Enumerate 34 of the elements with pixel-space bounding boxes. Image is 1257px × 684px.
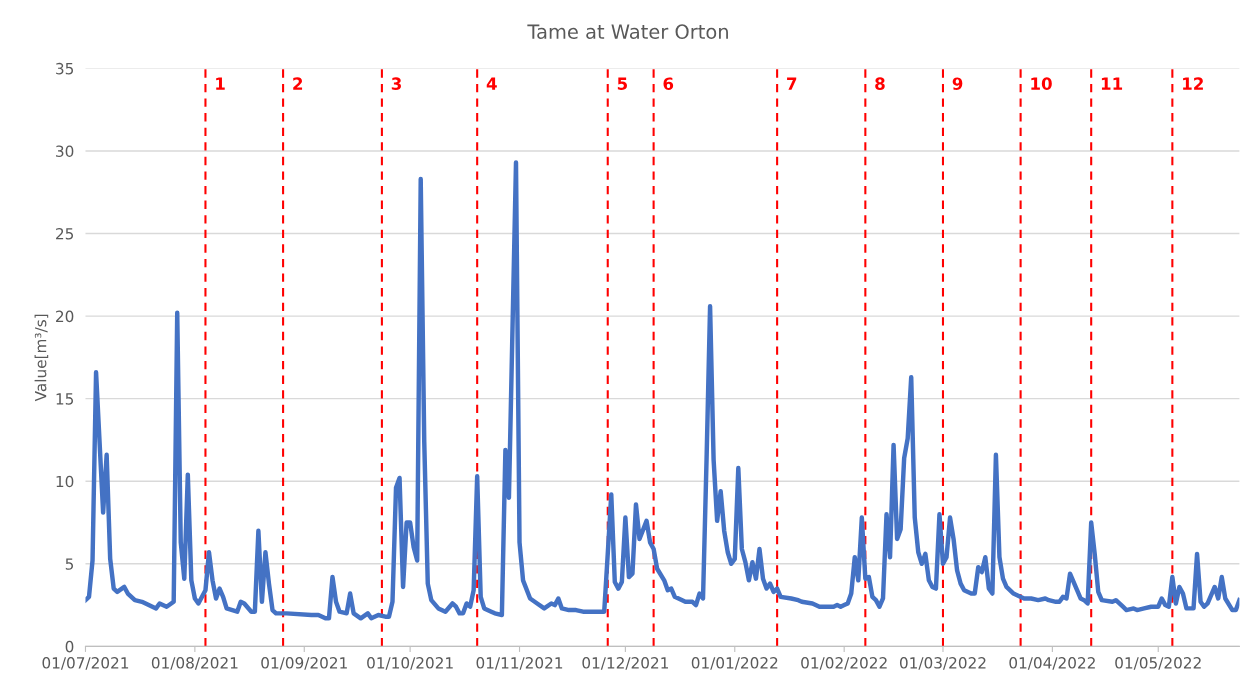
ref-line-label: 5 <box>617 77 627 90</box>
x-tick-label: 01/04/2022 <box>1009 657 1095 670</box>
ref-line-label: 12 <box>1183 77 1203 90</box>
x-tick-label: 01/05/2022 <box>1115 657 1201 670</box>
ref-line-label: 8 <box>875 77 885 90</box>
chart-title: Tame at Water Orton <box>527 24 728 39</box>
y-tick-label: 35 <box>56 62 74 75</box>
ref-line-label: 11 <box>1101 77 1123 90</box>
x-tick-label: 01/02/2022 <box>801 657 887 670</box>
x-tick-label: 01/08/2021 <box>151 657 238 670</box>
x-tick-label: 01/01/2022 <box>691 657 778 670</box>
ref-line-label: 3 <box>391 77 401 90</box>
ref-line-label: 7 <box>787 77 797 90</box>
ref-line-label: 6 <box>663 77 674 90</box>
x-tick-label: 01/07/2021 <box>42 657 129 670</box>
x-tick-label: 01/03/2022 <box>899 657 986 670</box>
y-axis-title: Value[m³/s] <box>34 314 49 402</box>
x-tick-label: 01/09/2021 <box>261 657 347 670</box>
ref-line-label: 1 <box>216 77 225 90</box>
y-tick-label: 10 <box>56 475 74 488</box>
y-tick-label: 25 <box>56 228 74 240</box>
y-tick-label: 30 <box>56 145 74 157</box>
ref-line-label: 9 <box>952 77 963 90</box>
x-tick-label: 01/11/2021 <box>476 657 563 670</box>
y-tick-label: 0 <box>65 640 74 653</box>
ref-line-label: 2 <box>293 77 303 90</box>
x-tick-label: 01/12/2021 <box>582 657 668 670</box>
ref-line-label: 10 <box>1031 77 1052 90</box>
line-series <box>85 160 1240 621</box>
ref-line-label: 4 <box>486 77 497 90</box>
y-tick-label: 20 <box>56 310 74 323</box>
y-tick-label: 5 <box>65 558 74 570</box>
y-tick-label: 15 <box>56 393 74 405</box>
x-tick-label: 01/10/2021 <box>367 657 453 670</box>
